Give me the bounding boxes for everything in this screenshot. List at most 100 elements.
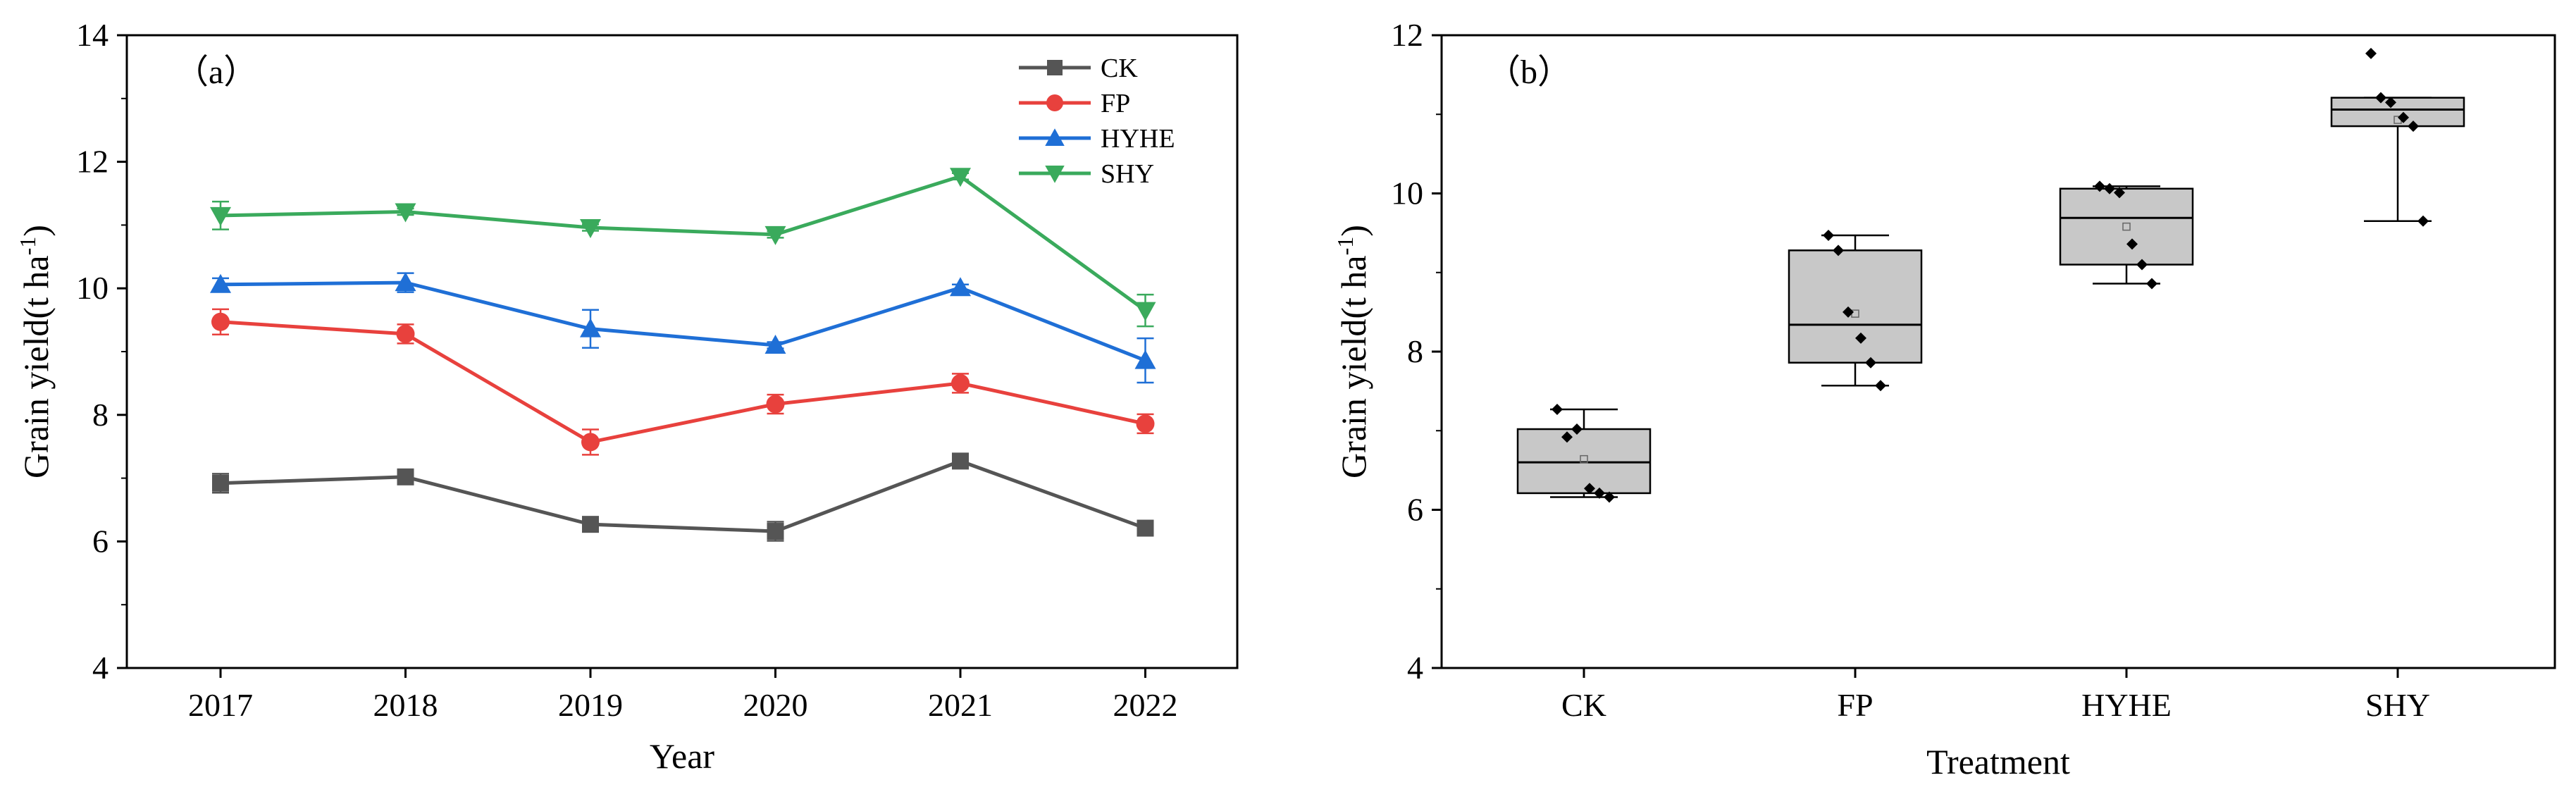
panel-a-y-axis-title-main: Grain yield(t ha [16,255,56,478]
box-fp-iqr [1788,249,1923,364]
series-ck-point [952,452,969,470]
box-ck-point [1552,403,1563,415]
box-ck-point [1594,487,1605,499]
series-fp-point [766,395,785,414]
panel-b-x-ticks: CK FP HYHE SHY [1561,668,2430,723]
series-hyhe-point [950,277,971,297]
panel-a-y-tick-label: 4 [92,650,109,686]
legend-shy-marker [1045,166,1065,183]
box-shy-point [2385,97,2396,109]
panel-a-y-axis-title-sup: -1 [15,237,40,256]
series-fp-point [951,373,970,392]
series-shy-point [1134,302,1156,321]
legend-ck-marker [1047,60,1063,75]
series-hyhe-line [220,280,1146,362]
series-shy-point [950,168,971,187]
box-fp-point [1875,380,1886,392]
series-fp-point [211,312,230,331]
legend-shy-label: SHY [1101,159,1154,189]
panel-a-y-axis-title: Grain yield(t ha-1) [15,225,56,478]
box-ck-point [1571,423,1583,435]
series-fp-point [1136,414,1155,433]
box-ck-iqr [1516,428,1652,495]
box-fp-point [1855,332,1866,344]
panel-a-y-tick-label: 6 [92,523,109,559]
panel-b-x-axis-title: Treatment [1926,742,2070,781]
panel-b-y-axis-title: Grain yield(t ha-1) [1332,225,1373,478]
panel-a-x-tick-label: 2019 [558,687,623,723]
panel-b-y-tick-label: 4 [1407,650,1423,686]
panel-b-x-tick-label: FP [1837,687,1873,723]
box-ck-mean [1580,454,1588,464]
panel-a-x-tick-label: 2018 [373,687,438,723]
panel-a-y-tick-label: 10 [76,270,109,306]
series-shy-point [395,203,416,223]
panel-b-y-axis-title-sup: -1 [1332,237,1358,256]
box-hyhe-mean [2122,222,2131,231]
series-shy-point [764,225,786,245]
legend-ck-label: CK [1101,54,1138,83]
legend-fp-marker [1046,94,1063,111]
series-fp-line [220,320,1146,445]
panel-b-x-tick-label: CK [1561,687,1606,723]
panel-a-y-axis-title-close: ) [16,225,56,237]
panel-b-box-chart: 4 6 8 10 12 CK FP HYHE SHY （b） Treatment Grain … [1332,17,2556,781]
box-shy-point [2375,92,2386,104]
box-shy-iqr [2330,97,2465,128]
box-hyhe-point [2136,259,2148,271]
box-shy-point [2398,111,2409,123]
box-ck-point [1604,491,1615,503]
box-hyhe-iqr [2059,187,2194,266]
series-hyhe-point [395,272,416,292]
panel-b-y-tick-label: 12 [1391,17,1423,53]
box-hyhe-point [2126,238,2138,250]
series-hyhe-point [210,273,231,293]
box-hyhe-point [2114,187,2125,199]
box-ck-point [1584,483,1595,495]
panel-b-label: （b） [1487,54,1571,91]
box-fp-point [1865,357,1876,369]
box-fp-point [1823,229,1834,241]
panel-a-x-ticks: 2017 2018 2019 2020 2021 2022 [188,668,1178,723]
box-ck-point [1561,431,1573,443]
box-hyhe-point [2104,182,2115,194]
series-shy-point [580,218,601,238]
box-hyhe-point [2094,180,2105,192]
box-shy-point [2365,47,2377,59]
panel-b-y-tick-label: 8 [1407,333,1423,369]
box-fp-point [1843,306,1854,318]
panel-b-x-tick-label: HYHE [2081,687,2172,723]
panel-a-x-axis-title: Year [650,736,714,776]
panel-a-legend: CK FP HYHE SHY [1019,54,1175,189]
series-ck-line [220,459,1146,533]
legend-hyhe-label: HYHE [1101,124,1175,154]
panel-a-y-tick-label: 14 [76,17,109,53]
series-shy-point [210,206,231,226]
panel-a-plot-frame [125,34,1239,669]
series-ck-point [1137,519,1154,537]
series-ck-point [397,468,414,485]
panel-b-plot-frame [1440,34,2556,669]
legend-fp-label: FP [1101,89,1130,118]
series-ck-point [582,516,599,533]
series-fp-point [581,433,600,452]
series-hyhe-point [1134,349,1156,369]
panel-b-y-tick-label: 10 [1391,175,1423,211]
box-shy-point [2417,215,2429,227]
panel-b-y-tick-label: 6 [1407,492,1423,528]
series-hyhe-point [580,318,601,338]
box-shy-point [2408,120,2419,132]
panel-b-y-axis-title-close: ) [1334,225,1373,237]
panel-a-x-tick-label: 2021 [928,687,993,723]
series-shy-line [220,174,1146,312]
series-ck-point [212,474,229,492]
panel-a-x-tick-label: 2020 [743,687,808,723]
panel-b-x-tick-label: SHY [2365,687,2430,723]
series-fp-point [396,324,415,343]
panel-a-y-tick-label: 8 [92,397,109,433]
panel-a-line-chart: 4 6 8 10 12 14 2017 2018 2019 2020 2021 2022 （a） Y… [15,17,1239,776]
panel-a-series [210,168,1156,542]
box-fp-point [1833,245,1844,256]
panel-a-label: （a） [175,54,257,91]
